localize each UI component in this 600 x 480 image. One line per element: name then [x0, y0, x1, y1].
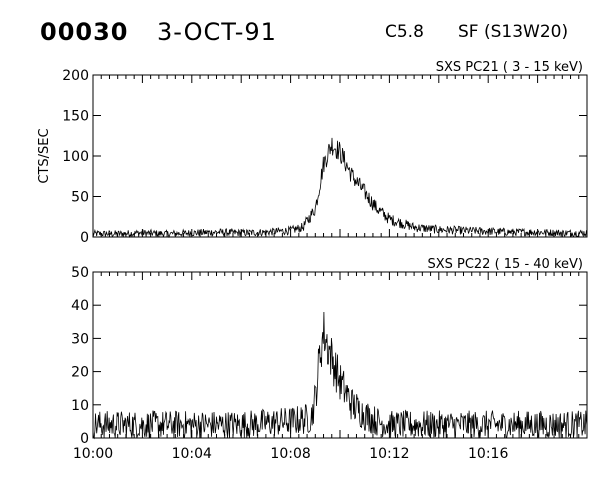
y-tick-label: 100 — [62, 149, 89, 165]
y-tick-label: 0 — [80, 431, 89, 447]
x-tick-label: 10:12 — [369, 446, 409, 462]
y-tick-label: 50 — [71, 265, 89, 281]
y-tick-label: 50 — [71, 190, 89, 206]
series-line — [92, 137, 588, 239]
x-tick-label: 10:00 — [73, 446, 113, 462]
panel-title: SXS PC22 ( 15 - 40 keV) — [427, 257, 583, 272]
y-axis-label: CTS/SEC — [37, 128, 52, 183]
y-tick-label: 0 — [80, 230, 89, 246]
flare-location: SF (S13W20) — [458, 22, 569, 42]
x-tick-label: 10:04 — [172, 446, 212, 462]
series-line — [92, 311, 588, 440]
event-date: 3-OCT-91 — [157, 18, 277, 46]
panel-pc21: SXS PC21 ( 3 - 15 keV) 0 50 100 150 200 CTS/SE… — [37, 60, 588, 246]
x-tick-label: 10:08 — [270, 446, 310, 462]
y-tick-label: 40 — [71, 298, 89, 314]
axes-frame — [92, 74, 588, 238]
y-tick-label: 30 — [71, 331, 89, 347]
y-tick-label: 10 — [71, 398, 89, 414]
flare-class: C5.8 — [385, 22, 424, 42]
x-tick-label: 10:16 — [468, 446, 508, 462]
panel-pc22: SXS PC22 ( 15 - 40 keV) 0 10 20 30 40 50 10:00 1… — [71, 257, 588, 462]
y-tick-label: 20 — [71, 365, 89, 381]
axes-frame — [92, 271, 588, 439]
y-tick-label: 200 — [62, 68, 89, 84]
panel-title: SXS PC21 ( 3 - 15 keV) — [436, 60, 583, 75]
event-id: 00030 — [40, 18, 129, 46]
y-tick-label: 150 — [62, 109, 89, 125]
